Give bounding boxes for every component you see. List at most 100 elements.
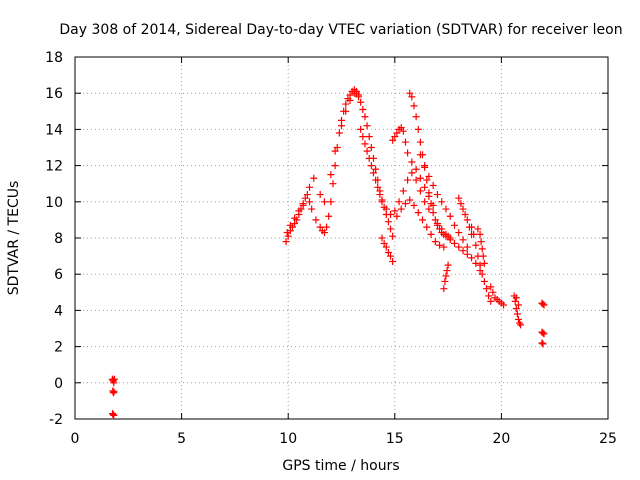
data-point	[442, 272, 450, 280]
data-point	[363, 122, 371, 130]
data-point	[427, 200, 435, 208]
data-point	[442, 230, 450, 238]
y-tick-label: -2	[49, 412, 63, 428]
data-point	[378, 198, 386, 206]
data-point	[283, 229, 291, 237]
data-point	[472, 259, 480, 267]
data-point	[441, 277, 449, 285]
data-point	[389, 136, 397, 144]
data-point	[316, 191, 324, 199]
data-point	[455, 194, 463, 202]
data-point	[387, 210, 395, 218]
data-point	[376, 191, 384, 199]
data-point	[517, 321, 525, 329]
data-point	[109, 387, 117, 395]
data-point	[479, 252, 487, 260]
data-point	[410, 102, 418, 110]
data-point	[459, 205, 467, 213]
data-point	[419, 216, 427, 224]
series-arc-peak-two	[406, 89, 454, 242]
data-point	[478, 245, 486, 253]
y-tick-label: 4	[54, 303, 63, 319]
data-point	[308, 205, 316, 213]
data-point	[397, 124, 405, 132]
data-point	[391, 207, 399, 215]
data-point	[382, 205, 390, 213]
data-point	[342, 100, 350, 108]
data-point	[540, 330, 548, 338]
data-point	[472, 241, 480, 249]
data-point	[333, 144, 341, 151]
data-point	[325, 212, 333, 220]
data-point	[404, 149, 412, 157]
data-point	[331, 147, 339, 155]
data-point	[393, 129, 401, 137]
data-point	[480, 259, 488, 267]
data-point	[431, 216, 439, 224]
data-point	[401, 138, 409, 146]
y-tick-label: 8	[54, 231, 63, 247]
data-point	[399, 127, 407, 135]
data-point	[361, 113, 369, 121]
data-point	[110, 379, 118, 387]
data-point	[500, 301, 508, 309]
data-point	[514, 301, 522, 309]
data-point	[429, 209, 437, 217]
data-point	[431, 238, 439, 246]
data-point	[425, 172, 433, 180]
series-arc-main-fall	[352, 87, 397, 240]
data-point	[540, 301, 548, 309]
data-point	[367, 162, 375, 170]
data-point	[539, 340, 547, 348]
data-point	[446, 236, 454, 244]
data-point	[284, 232, 292, 240]
data-point	[365, 133, 373, 141]
data-point	[374, 183, 382, 191]
x-tick-label: 5	[177, 431, 186, 447]
data-point	[367, 144, 375, 151]
data-point	[457, 200, 465, 208]
data-point	[372, 176, 380, 184]
data-point	[282, 238, 290, 246]
data-point	[303, 191, 311, 199]
data-point	[423, 176, 431, 184]
series-arc-third	[389, 124, 437, 209]
data-point	[109, 410, 117, 418]
data-point	[414, 125, 422, 133]
data-point	[416, 174, 424, 182]
series-arc-late-1	[440, 261, 452, 293]
data-point	[316, 223, 324, 231]
data-point	[338, 122, 345, 130]
data-point	[384, 248, 392, 256]
data-point	[487, 297, 495, 305]
data-point	[401, 200, 409, 208]
data-point	[391, 133, 399, 141]
data-point	[110, 375, 118, 383]
data-point	[295, 207, 303, 215]
data-point	[538, 339, 546, 347]
data-point	[335, 129, 343, 137]
data-point	[443, 267, 451, 275]
series-arc-main-upper	[283, 89, 358, 237]
y-tick-label: 18	[45, 50, 63, 66]
data-point	[485, 292, 493, 300]
data-point	[421, 198, 429, 206]
data-point	[425, 205, 433, 213]
data-point	[346, 96, 354, 104]
x-axis-label: GPS time / hours	[282, 458, 399, 474]
data-point	[421, 183, 429, 191]
data-point	[487, 283, 495, 291]
y-tick-label: 14	[45, 122, 63, 138]
data-point	[384, 218, 392, 226]
data-point	[511, 297, 519, 305]
data-point	[427, 230, 435, 238]
data-point	[468, 223, 476, 231]
data-point	[438, 225, 446, 233]
data-point	[425, 189, 433, 197]
y-axis-label: SDTVAR / TECUs	[6, 181, 22, 296]
data-point	[320, 229, 328, 237]
data-point	[110, 411, 118, 419]
data-point	[327, 198, 335, 206]
y-tick-label: 0	[54, 376, 63, 392]
chart-title: Day 308 of 2014, Sidereal Day-to-day VTE…	[59, 22, 622, 38]
